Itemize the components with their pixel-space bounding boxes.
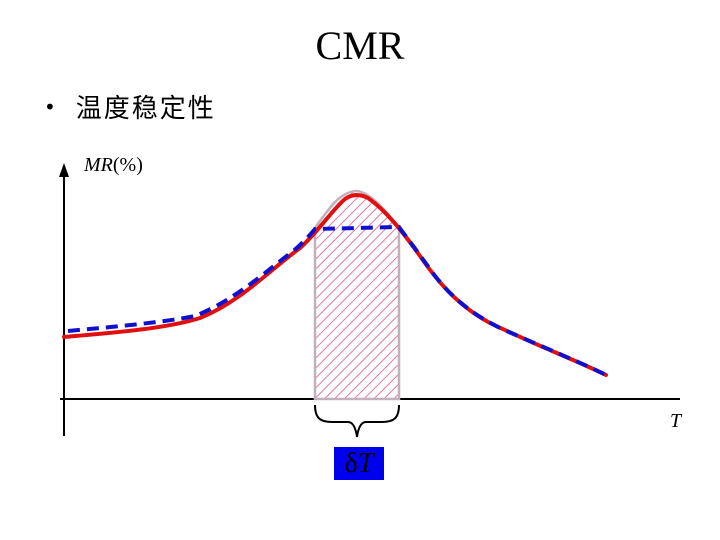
hatched-interval-region <box>313 189 401 401</box>
slide-title: CMR <box>315 23 405 68</box>
interval-brace <box>314 404 400 438</box>
delta-variable: T <box>357 447 374 479</box>
delta-symbol: δ <box>344 447 358 479</box>
y-axis-label: MR(%) <box>83 154 143 176</box>
bullet-item: • 温度稳定性 <box>44 88 216 125</box>
dashed-mr-curve <box>67 224 607 377</box>
y-axis-label-unit: (%) <box>113 154 143 176</box>
bullet-dot: • <box>44 94 56 119</box>
bullet-text: 温度稳定性 <box>75 94 216 124</box>
y-axis-arrow <box>59 163 69 177</box>
x-axis-label: T <box>670 410 683 432</box>
y-axis-label-italic: MR <box>83 154 113 176</box>
